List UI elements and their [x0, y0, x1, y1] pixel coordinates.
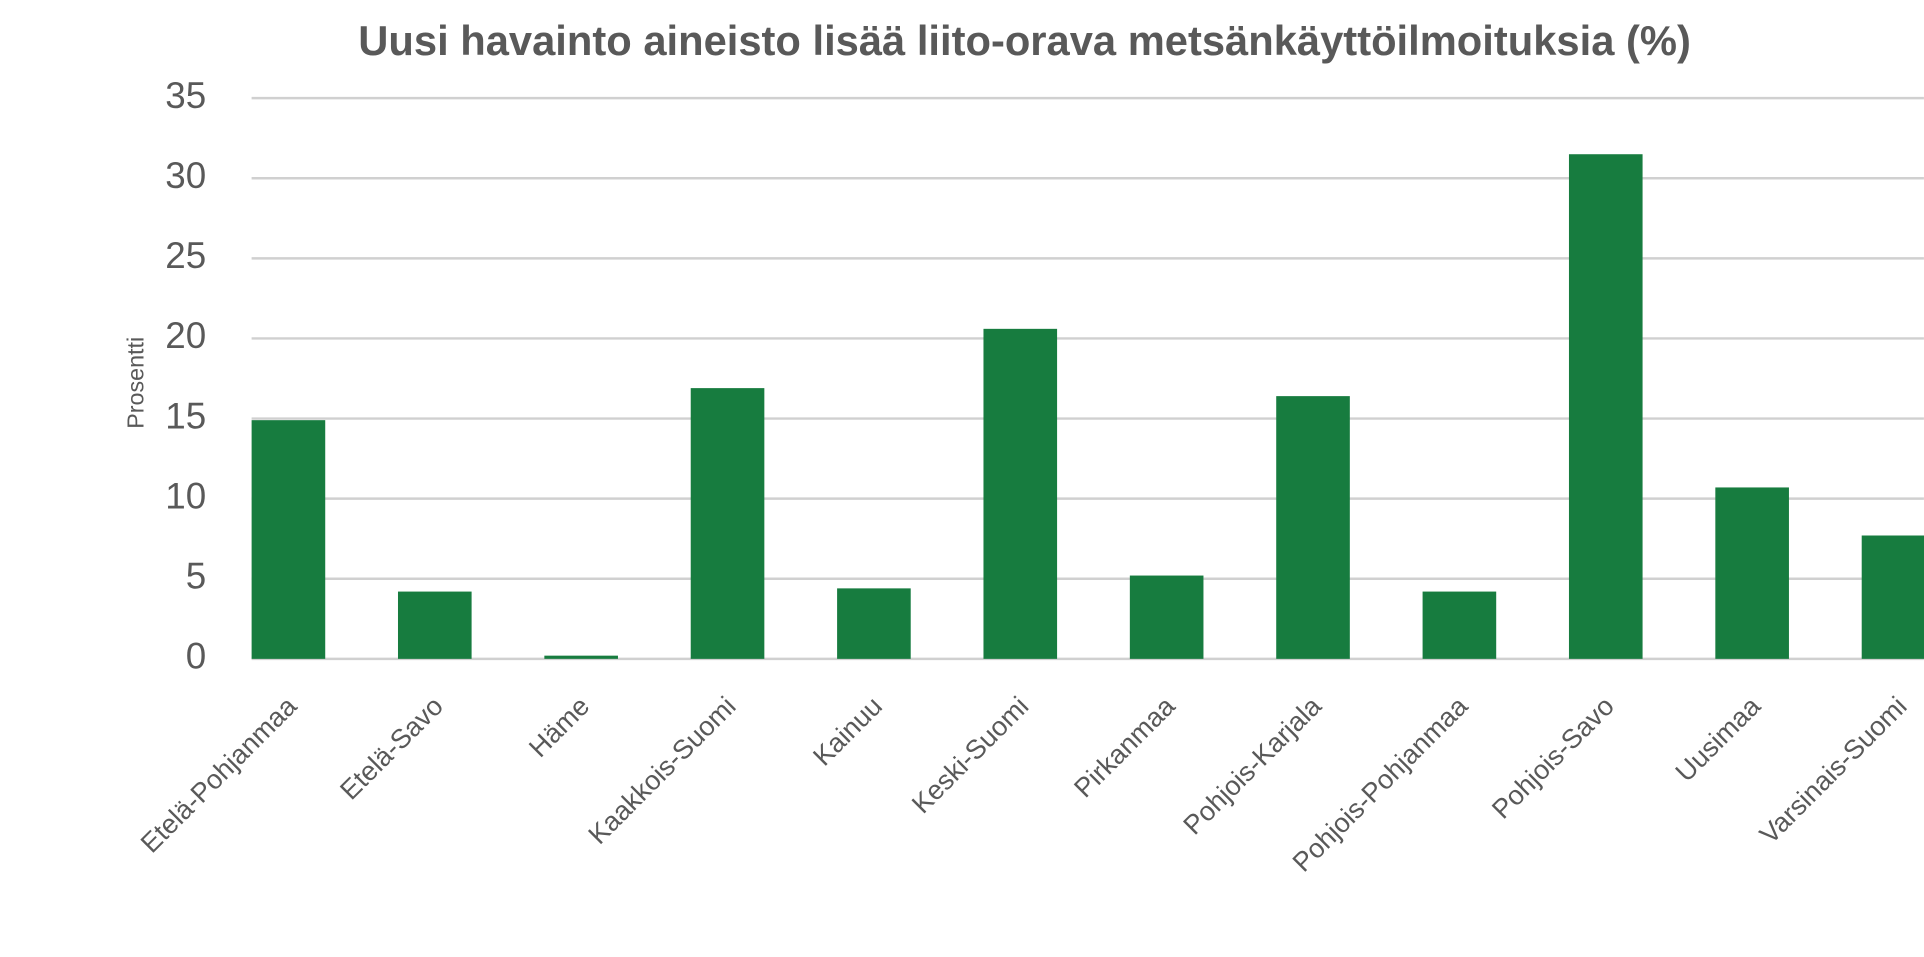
y-tick-label: 35 — [165, 75, 206, 116]
bar — [251, 420, 326, 659]
y-tick-label: 30 — [165, 155, 206, 196]
y-tick-label: 15 — [165, 395, 206, 436]
x-tick-label: Kaakkois-Suomi — [583, 691, 742, 850]
bar — [1861, 535, 1924, 659]
y-axis-title: Prosentti — [123, 337, 149, 429]
bar — [690, 388, 765, 659]
bar — [1129, 575, 1204, 659]
x-tick-label: Pirkanmaa — [1068, 691, 1180, 803]
chart-title: Uusi havainto aineisto lisää liito-orava… — [358, 17, 1691, 64]
bar — [983, 328, 1058, 659]
x-tick-label: Uusimaa — [1670, 691, 1767, 788]
x-tick-label: Keski-Suomi — [906, 691, 1034, 819]
bar — [1422, 591, 1497, 659]
y-tick-label: 10 — [165, 475, 206, 516]
x-tick-label: Varsinais-Suomi — [1754, 691, 1913, 850]
x-tick-label: Kainuu — [807, 691, 888, 772]
bar — [544, 655, 618, 659]
bar — [397, 591, 472, 659]
y-tick-label: 20 — [165, 315, 206, 356]
bar — [1568, 154, 1643, 659]
bar — [837, 588, 911, 659]
x-tick-label: Pohjois-Karjala — [1178, 691, 1328, 841]
x-tick-label: Pohjois-Savo — [1486, 691, 1620, 825]
x-tick-label: Häme — [523, 691, 595, 763]
x-tick-label: Etelä-Pohjanmaa — [135, 691, 303, 859]
y-tick-label: 25 — [165, 235, 206, 276]
bar — [1276, 396, 1350, 659]
bar — [1715, 487, 1789, 659]
y-tick-label: 5 — [186, 555, 206, 596]
y-tick-label: 0 — [186, 636, 206, 677]
x-tick-label: Etelä-Savo — [334, 691, 449, 806]
